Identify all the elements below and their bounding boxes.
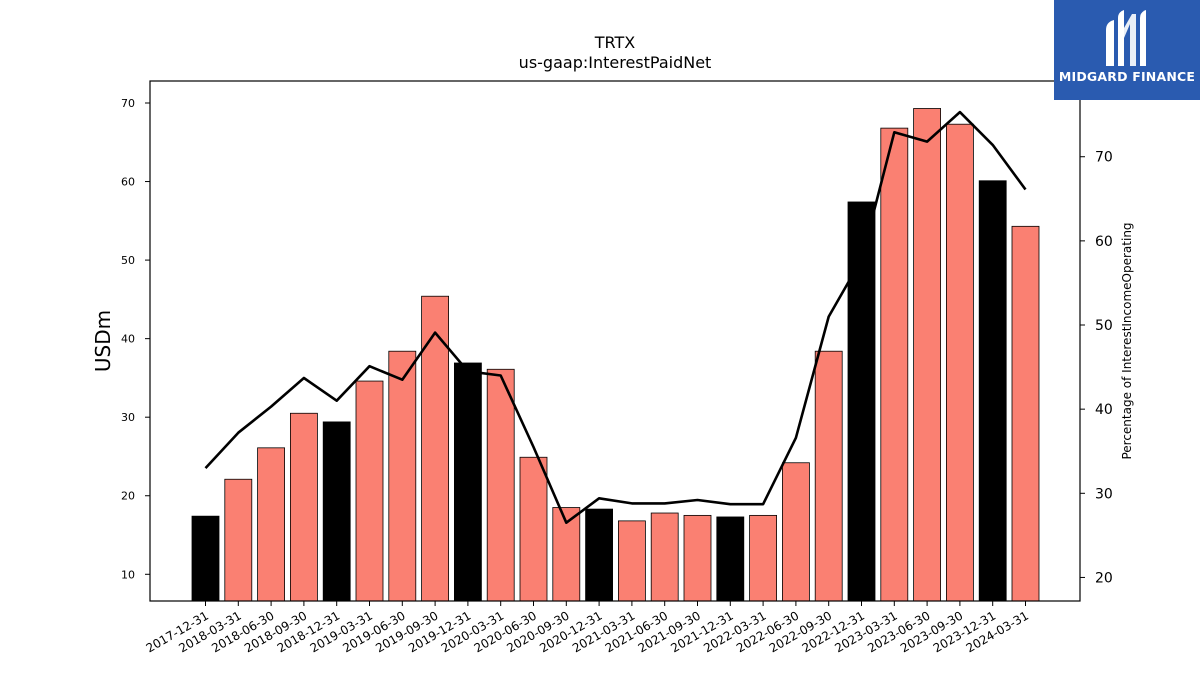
bar-2024-03-31 xyxy=(1011,225,1040,602)
bar-2021-06-30 xyxy=(650,512,679,602)
y-tick-label: 40 xyxy=(121,333,135,346)
y-axis-label: USDm xyxy=(91,310,115,372)
y2-tick-label: 60 xyxy=(1095,234,1113,250)
bar-2019-03-31 xyxy=(355,380,384,602)
bar-2021-09-30 xyxy=(683,514,712,602)
bar-2018-09-30 xyxy=(289,412,318,602)
bars-group xyxy=(191,108,1040,602)
bar-2018-06-30 xyxy=(257,447,286,602)
bar-2019-12-31 xyxy=(453,362,482,602)
y-tick-label: 70 xyxy=(121,97,135,110)
midgard-logo-icon xyxy=(1106,10,1146,66)
bar-2021-12-31 xyxy=(716,516,745,602)
y-tick-label: 10 xyxy=(121,568,135,581)
y2-tick-label: 20 xyxy=(1095,570,1113,586)
bar-2023-09-30 xyxy=(946,123,974,602)
y-tick-label: 60 xyxy=(121,176,135,189)
bar-2020-12-31 xyxy=(585,508,613,602)
bar-2023-12-31 xyxy=(978,180,1007,602)
bar-2023-06-30 xyxy=(913,108,941,602)
y2-axis-label: Percentage of InterestIncomeOperating xyxy=(1120,222,1134,459)
bar-2020-06-30 xyxy=(519,456,548,602)
bar-2018-12-31 xyxy=(322,421,351,602)
y-tick-label: 30 xyxy=(121,411,135,424)
bar-2017-12-31 xyxy=(191,515,220,602)
bar-2022-09-30 xyxy=(814,350,843,602)
brand-name: MIDGARD FINANCE xyxy=(1058,69,1196,84)
line-series xyxy=(204,110,1027,525)
bar-2022-03-31 xyxy=(749,514,777,602)
y2-tick-label: 50 xyxy=(1095,318,1113,334)
y2-tick-label: 30 xyxy=(1095,486,1113,502)
bar-2022-06-30 xyxy=(782,462,810,602)
line-group xyxy=(204,110,1027,525)
plot-frame xyxy=(149,80,1081,602)
y-tick-label: 20 xyxy=(121,490,135,503)
y-tick-label: 50 xyxy=(121,254,135,267)
bar-2022-12-31 xyxy=(847,201,876,602)
bar-2018-03-31 xyxy=(224,478,253,602)
bar-2021-03-31 xyxy=(618,520,646,602)
y2-tick-label: 40 xyxy=(1095,402,1113,418)
bar-2020-03-31 xyxy=(486,368,515,602)
bar-2019-06-30 xyxy=(388,350,417,602)
chart-title: TRTX xyxy=(594,33,636,52)
bar-2023-03-31 xyxy=(880,127,909,602)
chart-subtitle: us-gaap:InterestPaidNet xyxy=(519,53,712,72)
brand-logo: MIDGARD FINANCE xyxy=(1054,0,1200,100)
y2-tick-label: 70 xyxy=(1095,150,1113,166)
